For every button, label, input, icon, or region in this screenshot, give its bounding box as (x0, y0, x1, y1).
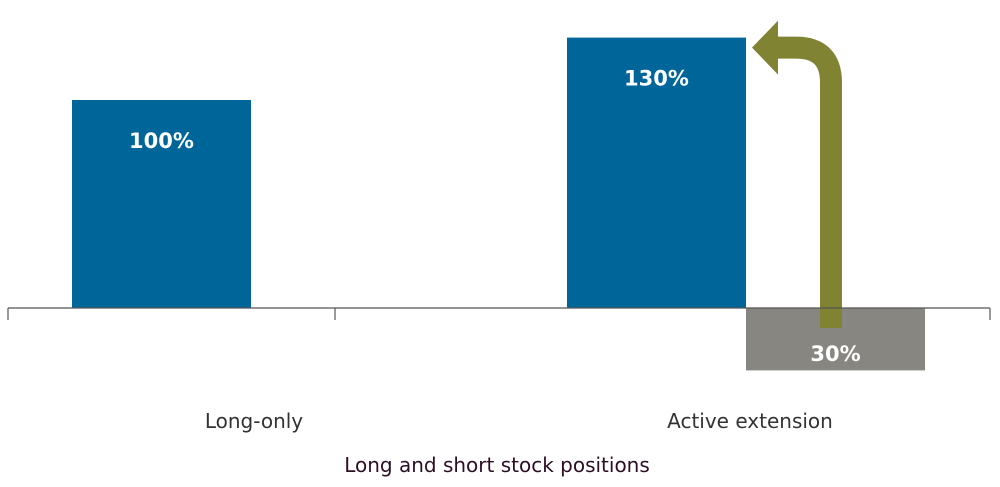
arrow-annotation (752, 20, 842, 328)
bar-value-label: 130% (624, 67, 689, 91)
x-axis-ticks (7, 308, 991, 320)
category-label-active-extension: Active extension (667, 409, 833, 433)
bar-value-label: 30% (810, 342, 860, 366)
category-label-long-only: Long-only (205, 409, 303, 433)
arrow-shaft (770, 36, 842, 328)
x-axis-title: Long and short stock positions (344, 453, 650, 477)
bar-labels: 100% 130% 30% (129, 67, 861, 366)
bars (72, 37, 925, 371)
category-labels: Long-only Active extension (205, 409, 833, 433)
arrow-head (752, 20, 778, 75)
bar-long-only-long (72, 100, 251, 308)
bar-value-label: 100% (129, 129, 194, 153)
bar-active-extension-long (567, 37, 746, 308)
